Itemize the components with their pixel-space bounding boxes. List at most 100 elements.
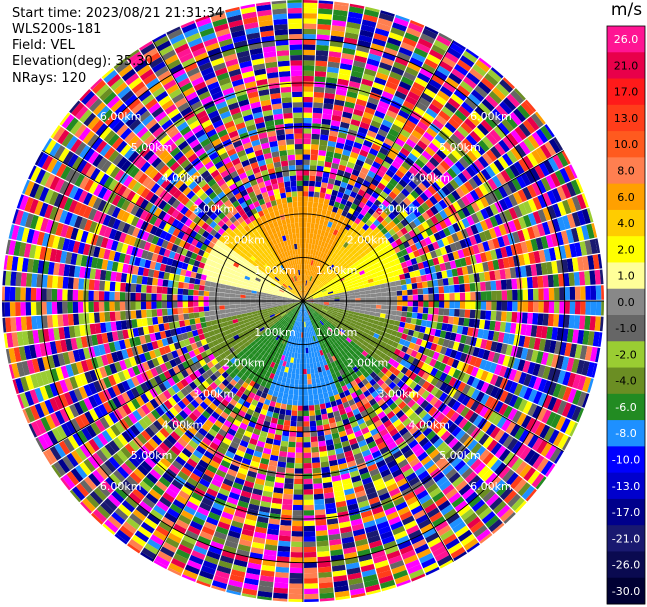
velocity-gate — [313, 302, 319, 305]
velocity-gate — [389, 319, 396, 326]
velocity-gate — [191, 435, 202, 445]
velocity-gate — [314, 509, 326, 516]
velocity-gate — [208, 428, 218, 438]
velocity-gate — [237, 444, 247, 453]
velocity-gate — [306, 337, 310, 343]
velocity-gate — [421, 371, 430, 381]
velocity-gate — [333, 575, 348, 583]
velocity-gate — [490, 442, 503, 456]
velocity-gate — [309, 314, 313, 321]
velocity-gate — [479, 532, 493, 544]
velocity-gate — [352, 528, 366, 537]
velocity-gate — [308, 405, 315, 411]
velocity-gate — [140, 301, 147, 310]
velocity-gate — [274, 346, 280, 353]
velocity-gate — [256, 473, 266, 481]
velocity-gate — [266, 410, 274, 418]
velocity-gate — [538, 301, 544, 313]
velocity-gate — [137, 526, 152, 539]
velocity-gate — [278, 535, 291, 542]
velocity-gate — [291, 541, 303, 548]
velocity-gate — [319, 349, 324, 356]
velocity-gate — [303, 546, 317, 553]
velocity-gate — [361, 426, 370, 435]
velocity-gate — [307, 384, 313, 390]
velocity-gate — [321, 310, 327, 314]
velocity-gate — [290, 319, 294, 325]
velocity-gate — [334, 317, 341, 322]
velocity-gate — [516, 412, 527, 426]
velocity-gate — [266, 347, 272, 354]
velocity-gate — [454, 333, 462, 343]
velocity-gate — [443, 374, 453, 385]
velocity-gate — [441, 405, 452, 416]
velocity-gate — [363, 401, 372, 410]
velocity-gate — [439, 330, 447, 339]
velocity-gate — [206, 487, 218, 498]
velocity-gate — [303, 536, 316, 542]
velocity-gate — [349, 305, 356, 309]
velocity-gate — [337, 312, 343, 316]
velocity-gate — [361, 449, 372, 458]
velocity-gate — [284, 478, 294, 484]
velocity-gate — [489, 374, 499, 386]
velocity-gate — [326, 385, 333, 392]
velocity-gate — [474, 310, 481, 319]
velocity-gate — [508, 394, 519, 408]
velocity-gate — [417, 387, 426, 397]
velocity-gate — [294, 463, 303, 469]
velocity-gate — [334, 304, 340, 307]
velocity-gate — [471, 388, 481, 400]
velocity-gate — [362, 414, 372, 423]
velocity-gate — [99, 312, 106, 323]
velocity-gate — [386, 305, 392, 310]
velocity-gate — [560, 418, 571, 434]
velocity-gate — [384, 362, 392, 370]
velocity-gate — [374, 406, 383, 415]
velocity-gate — [473, 462, 486, 475]
velocity-gate — [421, 498, 435, 510]
velocity-gate — [386, 550, 401, 560]
velocity-gate — [146, 513, 161, 525]
velocity-gate — [455, 403, 466, 415]
velocity-gate — [409, 381, 418, 390]
velocity-gate — [378, 574, 394, 584]
velocity-gate — [313, 399, 320, 406]
velocity-gate — [430, 367, 439, 377]
velocity-gate — [303, 363, 307, 370]
velocity-gate — [309, 308, 314, 314]
velocity-gate — [234, 431, 244, 440]
velocity-gate — [159, 496, 172, 508]
velocity-gate — [511, 440, 523, 454]
velocity-gate — [373, 360, 381, 368]
velocity-gate — [350, 592, 366, 599]
velocity-gate — [282, 332, 287, 339]
velocity-gate — [268, 459, 278, 467]
velocity-gate — [367, 463, 378, 472]
velocity-gate — [215, 526, 229, 535]
velocity-gate — [377, 569, 392, 579]
velocity-gate — [235, 290, 241, 295]
velocity-gate — [177, 294, 183, 301]
velocity-gate — [366, 367, 374, 375]
velocity-gate — [388, 516, 401, 526]
velocity-gate — [357, 329, 364, 335]
velocity-gate — [452, 389, 462, 401]
velocity-gate — [373, 342, 381, 350]
velocity-gate — [549, 447, 562, 463]
velocity-gate — [577, 330, 585, 345]
velocity-gate — [164, 512, 178, 524]
velocity-gate — [306, 304, 312, 308]
velocity-gate — [238, 410, 246, 418]
velocity-gate — [313, 312, 318, 317]
velocity-gate — [515, 443, 527, 458]
velocity-gate — [224, 473, 236, 482]
velocity-gate — [207, 415, 217, 424]
velocity-gate — [334, 359, 340, 367]
velocity-gate — [335, 370, 342, 378]
velocity-gate — [208, 545, 223, 555]
velocity-gate — [278, 387, 285, 394]
velocity-gate — [251, 541, 265, 550]
velocity-gate — [441, 323, 448, 331]
velocity-gate — [183, 313, 190, 320]
